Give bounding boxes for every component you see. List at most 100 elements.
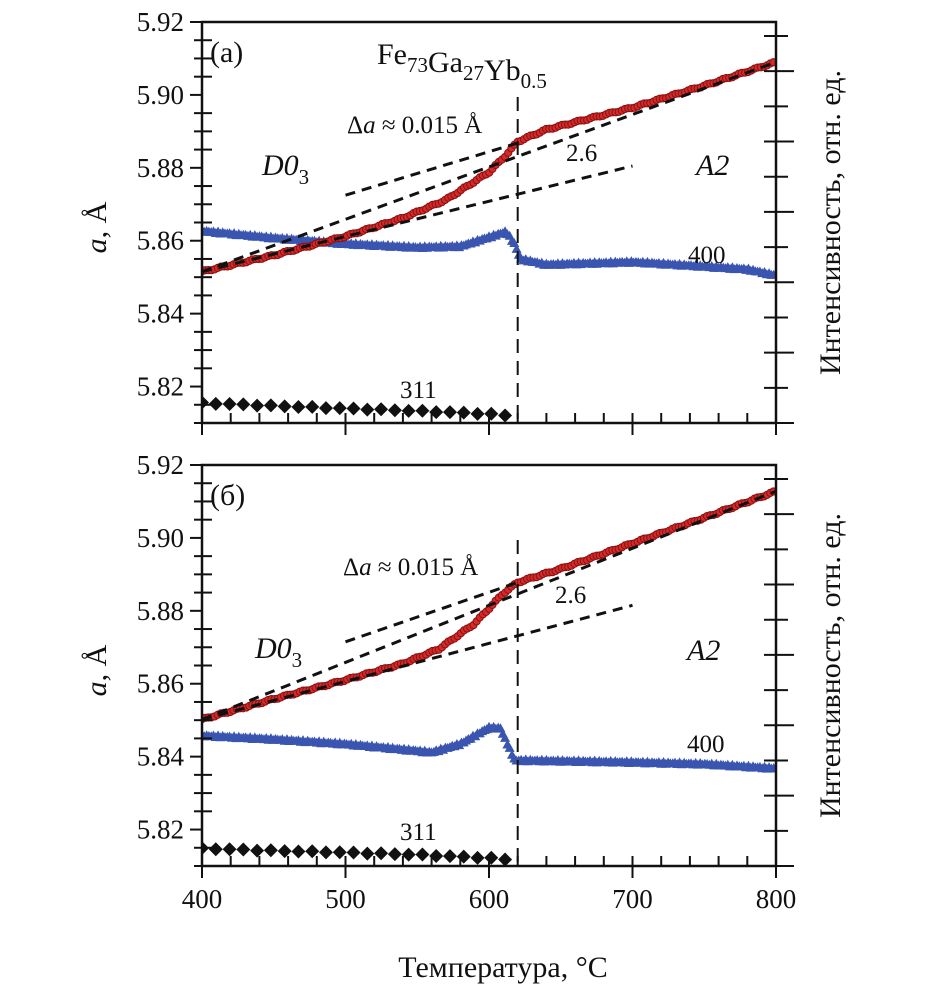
data-point-diamond: [236, 842, 251, 857]
delta-a-annotation: Δa ≈ 0.015 Å: [343, 554, 478, 581]
data-point-diamond: [360, 402, 375, 417]
peak-400-label: 400: [687, 731, 725, 758]
data-point-diamond: [374, 846, 389, 861]
data-point-diamond: [332, 845, 347, 860]
data-point-diamond: [470, 406, 485, 421]
data-point-diamond: [429, 848, 444, 863]
title-subscript: 0.5: [521, 69, 547, 93]
y-axis-title-symbol: a: [80, 238, 113, 253]
data-point-diamond: [222, 396, 237, 411]
title-subscript: 27: [463, 61, 484, 85]
x-axis-title: Температура, °C: [398, 951, 607, 984]
data-point-diamond: [442, 849, 457, 864]
panel-b: 5.82 5.84 5.86 5.88 5.90 5.92 400 500 600 700 800 a…: [80, 450, 847, 914]
data-point-diamond: [484, 850, 499, 865]
data-point-diamond: [415, 847, 430, 862]
data-point-diamond: [387, 847, 402, 862]
data-point-diamond: [305, 844, 320, 859]
data-point-diamond: [401, 847, 416, 862]
data-point-diamond: [498, 408, 513, 423]
data-point-diamond: [208, 396, 223, 411]
delta-a-annotation: Δa ≈ 0.015 Å: [347, 112, 482, 139]
panel-label: (a): [210, 36, 243, 69]
fit-line-0: [202, 489, 776, 721]
series-400-intensity: [202, 224, 776, 279]
y-tick-label: 5.88: [137, 596, 184, 626]
y-axis-title-left: a, Å: [80, 644, 113, 696]
peak-311-label: 311: [400, 819, 437, 846]
data-point-circle: [769, 58, 776, 67]
data-point-diamond: [291, 399, 306, 414]
x-tick-label: 700: [612, 884, 653, 914]
y-axis-title-symbol: a: [80, 681, 113, 696]
data-point-diamond: [442, 405, 457, 420]
data-point-triangle: [504, 742, 515, 752]
phase-d03-label: D03: [254, 632, 302, 672]
y-tick-label: 5.92: [137, 450, 184, 480]
data-point-diamond: [374, 402, 389, 417]
title-element: Yb: [484, 54, 521, 87]
data-point-diamond: [277, 399, 292, 414]
data-point-diamond: [202, 395, 209, 410]
y-tick-label: 5.86: [137, 226, 184, 256]
data-point-diamond: [222, 842, 237, 857]
data-point-diamond: [332, 401, 347, 416]
y-tick-label: 5.88: [137, 153, 184, 183]
x-tick-label: 500: [325, 884, 366, 914]
data-point-diamond: [401, 403, 416, 418]
title-element: Ga: [428, 46, 463, 79]
plot-area: [202, 58, 776, 423]
y-tick-label: 5.84: [137, 742, 185, 772]
x-tick-label: 400: [182, 884, 223, 914]
slope-ratio-annotation: 2.6: [555, 582, 586, 609]
y-tick-label: 5.82: [137, 372, 184, 402]
data-point-diamond: [291, 844, 306, 859]
data-point-triangle: [768, 269, 776, 279]
data-point-diamond: [305, 399, 320, 414]
fit-line-2: [345, 141, 519, 197]
data-point-diamond: [263, 843, 278, 858]
plot-area: [202, 487, 776, 866]
y-axis-title-left: a, Å: [80, 201, 113, 253]
data-point-diamond: [429, 405, 444, 420]
fit-line-1: [202, 164, 633, 274]
y-tick-label: 5.90: [137, 80, 184, 110]
y-tick-label: 5.82: [137, 815, 184, 845]
data-point-diamond: [346, 401, 361, 416]
peak-311-label: 311: [400, 377, 437, 404]
phase-d03-label: D03: [261, 149, 309, 189]
panel-label: (б): [210, 479, 245, 512]
data-point-diamond: [250, 843, 265, 858]
data-point-diamond: [346, 845, 361, 860]
series-311-intensity: [202, 395, 513, 423]
y-axis-title-right: Интенсивность, отн. ед.: [814, 70, 847, 375]
title-subscript: 73: [407, 53, 428, 77]
data-point-diamond: [456, 849, 471, 864]
data-point-diamond: [456, 405, 471, 420]
y-axis-title-right: Интенсивность, отн. ед.: [814, 513, 847, 818]
series-400-intensity: [202, 721, 776, 773]
fit-line-1: [202, 603, 633, 721]
data-point-diamond: [484, 406, 499, 421]
data-point-diamond: [387, 403, 402, 418]
slope-ratio-annotation: 2.6: [566, 140, 597, 167]
data-point-triangle: [768, 763, 776, 773]
chart-title: Fe73Ga27Yb0.5: [377, 38, 547, 93]
series-311-intensity: [202, 841, 513, 866]
peak-400-label: 400: [688, 242, 726, 269]
data-point-diamond: [360, 846, 375, 861]
y-tick-label: 5.84: [137, 299, 185, 329]
y-tick-label: 5.90: [137, 523, 184, 553]
y-axis-title-unit: , Å: [80, 644, 113, 681]
data-point-diamond: [470, 850, 485, 865]
phase-a2-label: A2: [685, 634, 720, 667]
data-point-diamond: [277, 844, 292, 859]
fit-line-2: [345, 580, 519, 644]
data-point-triangle: [500, 732, 511, 742]
data-point-diamond: [250, 398, 265, 413]
title-element: Fe: [377, 38, 407, 71]
y-tick-label: 5.86: [137, 669, 184, 699]
x-tick-label: 800: [756, 884, 797, 914]
phase-a2-label: A2: [694, 149, 729, 182]
